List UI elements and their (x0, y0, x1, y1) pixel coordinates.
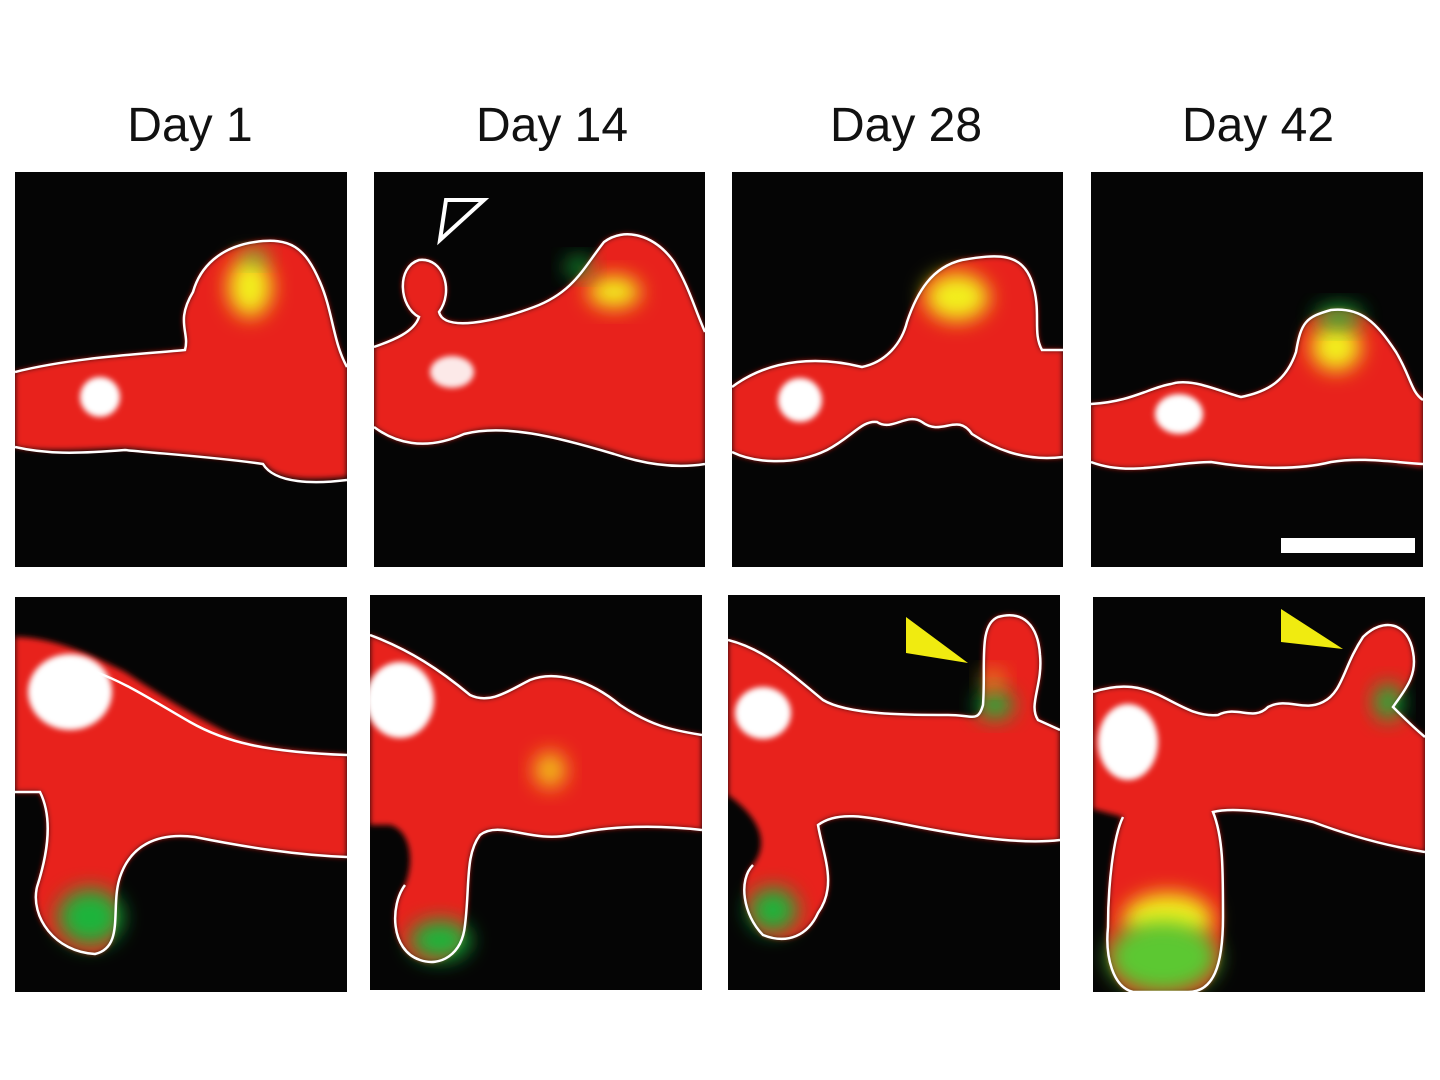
yellow-puncta (534, 752, 566, 788)
yellow-puncta (1311, 323, 1361, 371)
outline (1093, 623, 1425, 992)
green-bouton (58, 889, 122, 945)
dendrite-shape (374, 234, 705, 464)
panel-day-28-top (732, 172, 1063, 567)
micrograph-day-14-top (374, 198, 705, 468)
white-spot (80, 377, 120, 417)
outline (1091, 308, 1423, 470)
panel-day-1-top (15, 172, 347, 567)
panel-day-14-top (374, 172, 705, 567)
outline (732, 255, 1063, 463)
outline (370, 633, 702, 964)
green-bouton (1108, 921, 1218, 992)
outline (374, 233, 705, 468)
column-label-day-14: Day 14 (475, 99, 629, 152)
panel-day-42-top (1091, 172, 1423, 567)
dendrite-shape (15, 240, 347, 479)
dendrite-shape (728, 615, 1060, 939)
white-spot (1098, 704, 1158, 780)
green-halo (241, 249, 269, 265)
micrograph-day-42-top (1091, 305, 1423, 553)
filled-arrowhead-icon (1281, 609, 1343, 649)
dendrite-shape (732, 256, 1063, 462)
white-spot (735, 687, 791, 739)
white-spot (430, 356, 474, 388)
panel-day-42-bottom (1093, 597, 1425, 992)
green-halo (565, 257, 593, 277)
open-arrowhead-icon (437, 198, 490, 246)
micrograph-day-1-top (15, 239, 347, 484)
white-spot (28, 654, 112, 730)
micrograph-day-14-bottom (370, 633, 702, 964)
dendrite-shape (370, 635, 702, 962)
micrograph-day-1-bottom (15, 637, 347, 956)
white-spot (1155, 394, 1203, 434)
filled-arrowhead-icon (906, 617, 968, 663)
white-spot (370, 662, 434, 738)
white-spot (778, 378, 822, 422)
yellow-puncta (981, 670, 1005, 690)
micrograph-day-28-bottom (728, 614, 1060, 941)
micrograph-day-42-bottom (1093, 609, 1425, 992)
micrograph-day-28-top (732, 255, 1063, 463)
green-bouton (977, 691, 1013, 719)
panel-day-28-bottom (728, 595, 1060, 990)
outline (15, 670, 347, 956)
yellow-puncta (228, 257, 272, 317)
panel-day-1-bottom (15, 597, 347, 992)
panel-day-14-bottom (370, 595, 702, 990)
scale-bar (1281, 538, 1415, 553)
outline (728, 614, 1060, 941)
outline (15, 239, 347, 484)
yellow-puncta (925, 273, 989, 321)
yellow-puncta (588, 276, 640, 308)
green-bouton-lower (749, 888, 797, 932)
column-label-day-1: Day 1 (127, 99, 253, 152)
green-bouton-upper (1374, 684, 1402, 720)
column-label-day-42: Day 42 (1181, 99, 1335, 152)
dendrite-shape (1091, 309, 1423, 469)
column-label-day-28: Day 28 (829, 99, 983, 152)
